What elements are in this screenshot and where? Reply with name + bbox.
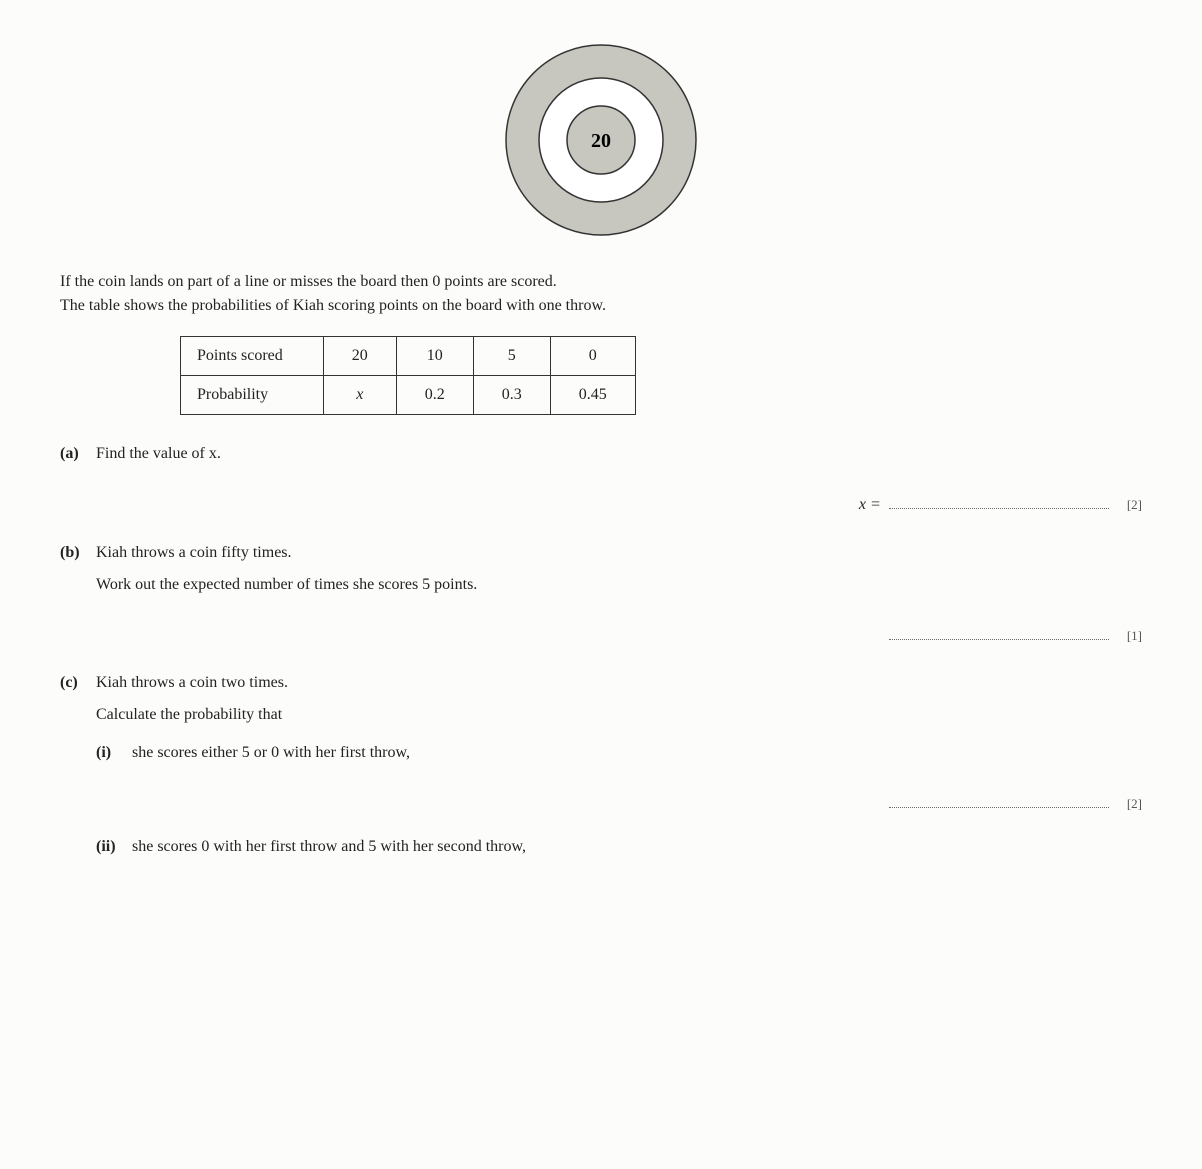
part-b: (b) Kiah throws a coin fifty times. Work… [60, 544, 1142, 650]
subpart-i: (i) she scores either 5 or 0 with her fi… [96, 744, 1142, 818]
part-a: (a) Find the value of x. x = [2] [60, 445, 1142, 520]
target-center-label: 20 [591, 130, 611, 152]
table-cell: 0 [550, 337, 635, 376]
part-a-text: Find the value of x. [96, 445, 1142, 463]
part-b-text-1: Kiah throws a coin fifty times. [96, 544, 1142, 562]
probability-table: Points scored 20 10 5 0 Probability x 0.… [180, 336, 636, 415]
part-c-text-2: Calculate the probability that [96, 706, 1142, 724]
answer-line: [1] [96, 624, 1142, 644]
table-cell: x [323, 376, 396, 415]
marks: [1] [1127, 628, 1142, 644]
part-c: (c) Kiah throws a coin two times. Calcul… [60, 674, 1142, 862]
answer-line: [2] [132, 792, 1142, 812]
answer-prefix: x = [859, 496, 881, 514]
target-diagram: 20 [60, 40, 1142, 240]
table-row: Points scored 20 10 5 0 [181, 337, 636, 376]
part-label: (b) [60, 544, 96, 650]
part-c-text-1: Kiah throws a coin two times. [96, 674, 1142, 692]
answer-blank [889, 792, 1109, 808]
part-label: (a) [60, 445, 96, 520]
subpart-ii-text: she scores 0 with her first throw and 5 … [132, 838, 1142, 856]
answer-line: x = [2] [96, 493, 1142, 514]
table-cell: 0.3 [473, 376, 550, 415]
table-cell: 10 [396, 337, 473, 376]
marks: [2] [1127, 796, 1142, 812]
part-label: (c) [60, 674, 96, 862]
row-header: Probability [181, 376, 324, 415]
intro-line-2: The table shows the probabilities of Kia… [60, 294, 1142, 318]
intro-line-1: If the coin lands on part of a line or m… [60, 270, 1142, 294]
subpart-ii: (ii) she scores 0 with her first throw a… [96, 838, 1142, 856]
table-cell: 0.45 [550, 376, 635, 415]
subpart-i-text: she scores either 5 or 0 with her first … [132, 744, 1142, 762]
answer-blank [889, 493, 1109, 509]
table-cell: 0.2 [396, 376, 473, 415]
marks: [2] [1127, 497, 1142, 513]
table-cell: 20 [323, 337, 396, 376]
table-row: Probability x 0.2 0.3 0.45 [181, 376, 636, 415]
row-header: Points scored [181, 337, 324, 376]
target-svg: 20 [501, 40, 701, 240]
subpart-label: (ii) [96, 838, 132, 856]
subpart-label: (i) [96, 744, 132, 818]
table-cell: 5 [473, 337, 550, 376]
intro-text: If the coin lands on part of a line or m… [60, 270, 1142, 318]
answer-blank [889, 624, 1109, 640]
part-b-text-2: Work out the expected number of times sh… [96, 576, 1142, 594]
